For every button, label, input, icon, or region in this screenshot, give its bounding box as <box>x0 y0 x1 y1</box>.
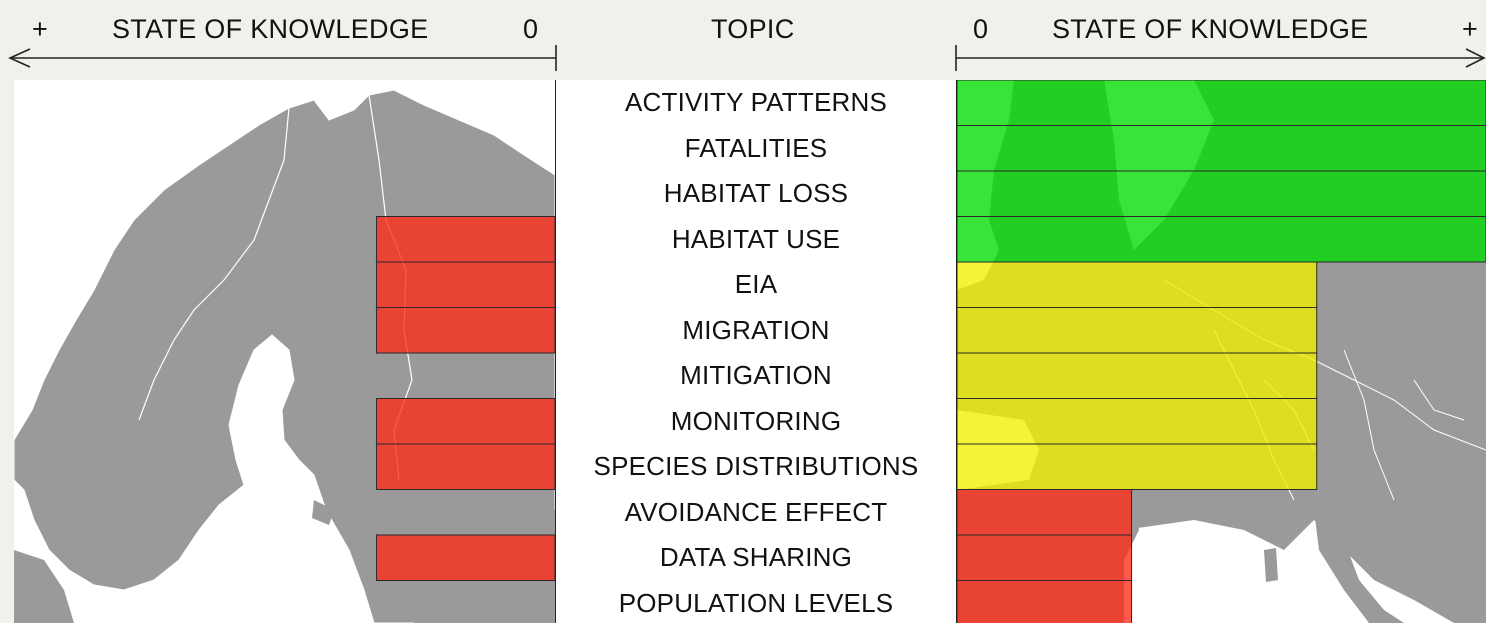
right-band-data-sharing <box>956 534 1133 581</box>
right-knowledge-bands <box>956 80 1486 623</box>
baltic-islands <box>312 500 334 525</box>
corsica-land <box>1264 518 1275 541</box>
topic-row: HABITAT USE <box>671 223 841 254</box>
left-knowledge-bands <box>375 216 556 581</box>
left-band-species-distributions <box>375 443 556 490</box>
topic-row: MITIGATION <box>680 360 832 391</box>
axis-arrows <box>8 45 1486 71</box>
right-band-activity-patterns <box>956 80 1486 126</box>
right-band-species-distributions <box>956 443 1318 490</box>
topic-row: ACTIVITY PATTERNS <box>625 87 887 118</box>
right-zero-label: 0 <box>973 14 989 44</box>
figure-panel: ACTIVITY PATTERNS FATALITIES HABITAT LOSS H… <box>14 80 1486 623</box>
left-zero-label: 0 <box>523 14 539 44</box>
left-band-eia <box>375 261 556 308</box>
left-band-habitat-use <box>375 216 556 263</box>
right-plus-label: + <box>1462 14 1479 44</box>
right-axis-title: STATE OF KNOWLEDGE <box>1052 14 1369 44</box>
right-band-habitat-use <box>956 216 1486 263</box>
right-axis-arrow <box>955 45 1486 71</box>
left-band-data-sharing <box>375 534 556 581</box>
topic-row: EIA <box>734 269 778 300</box>
topic-row: HABITAT LOSS <box>663 178 849 209</box>
country-borders <box>1163 279 1486 501</box>
topic-row: AVOIDANCE EFFECT <box>624 496 888 527</box>
right-band-mitigation <box>956 352 1318 399</box>
topic-row: DATA SHARING <box>659 542 853 573</box>
sweden-norway-border <box>138 107 290 421</box>
topic-row: MIGRATION <box>682 314 830 345</box>
topic-row: POPULATION LEVELS <box>618 587 894 618</box>
figure-header: + STATE OF KNOWLEDGE 0 TOPIC 0 STATE OF … <box>0 0 1486 80</box>
left-band-monitoring <box>375 398 556 445</box>
topic-column: ACTIVITY PATTERNS FATALITIES HABITAT LOSS H… <box>555 80 957 623</box>
map-backdrop <box>14 80 1486 623</box>
left-band-migration <box>375 307 556 354</box>
topic-row: FATALITIES <box>684 132 828 163</box>
right-band-population-levels <box>956 580 1133 623</box>
right-band-avoidance-effect <box>956 489 1133 536</box>
topic-column-title: TOPIC <box>711 14 795 44</box>
italy-land <box>1314 510 1404 623</box>
right-band-habitat-loss <box>956 170 1486 217</box>
right-band-eia <box>956 261 1318 308</box>
sardinia-land <box>1264 548 1278 582</box>
right-band-fatalities <box>956 125 1486 172</box>
right-band-migration <box>956 307 1318 354</box>
right-band-monitoring <box>956 398 1318 445</box>
topic-row: MONITORING <box>670 405 842 436</box>
left-axis-title: STATE OF KNOWLEDGE <box>112 14 429 44</box>
left-axis-arrow <box>8 45 557 71</box>
topic-row: SPECIES DISTRIBUTIONS <box>593 451 919 482</box>
denmark-land <box>14 550 74 623</box>
left-plus-label: + <box>32 14 49 44</box>
